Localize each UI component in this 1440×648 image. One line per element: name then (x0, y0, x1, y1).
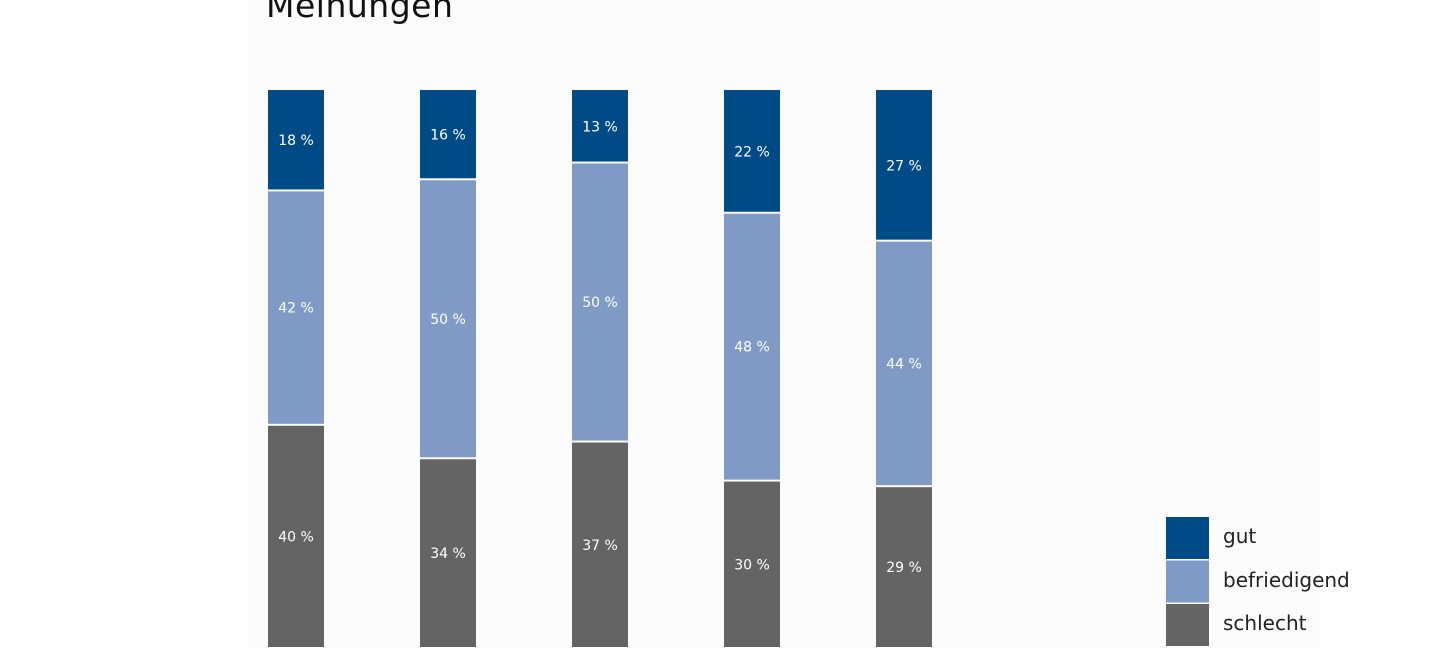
bar-segment-befriedigend (420, 180, 476, 458)
data-label: 50 % (430, 312, 466, 328)
legend-swatch-schlecht (1166, 604, 1209, 646)
data-label: 50 % (582, 295, 618, 311)
data-label: 27 % (886, 158, 922, 174)
data-label: 13 % (582, 119, 618, 135)
data-label: 34 % (430, 546, 466, 562)
bar-segment-befriedigend (572, 163, 628, 441)
data-label: 18 % (278, 133, 314, 149)
legend-label: schlecht (1223, 611, 1307, 635)
bar-segment-gut (572, 90, 628, 162)
bar-segment-gut (268, 90, 324, 190)
bar-segment-schlecht (876, 487, 932, 647)
data-label: 30 % (734, 557, 770, 573)
data-label: 16 % (430, 128, 466, 144)
bar-segment-gut (420, 90, 476, 179)
legend-label: gut (1223, 524, 1257, 548)
bar-segment-schlecht (420, 459, 476, 647)
bar-segment-befriedigend (876, 241, 932, 486)
data-label: 48 % (734, 340, 770, 356)
data-label: 29 % (886, 560, 922, 576)
bar-segment-schlecht (572, 442, 628, 647)
data-label: 42 % (278, 301, 314, 317)
data-label: 22 % (734, 144, 770, 160)
bar-segment-schlecht (268, 425, 324, 647)
bar-segment-gut (724, 90, 780, 212)
data-label: 40 % (278, 529, 314, 545)
bar-segment-gut (876, 90, 932, 240)
legend-swatch-gut (1166, 517, 1209, 559)
data-label: 44 % (886, 356, 922, 372)
legend-label: befriedigend (1223, 567, 1350, 592)
chart-title: Meinungen (266, 0, 454, 25)
bar-segment-schlecht (724, 481, 780, 647)
legend-swatch-befriedigend (1166, 560, 1209, 603)
bar-segment-befriedigend (724, 213, 780, 480)
data-label: 37 % (582, 538, 618, 554)
bar-segment-befriedigend (268, 191, 324, 424)
